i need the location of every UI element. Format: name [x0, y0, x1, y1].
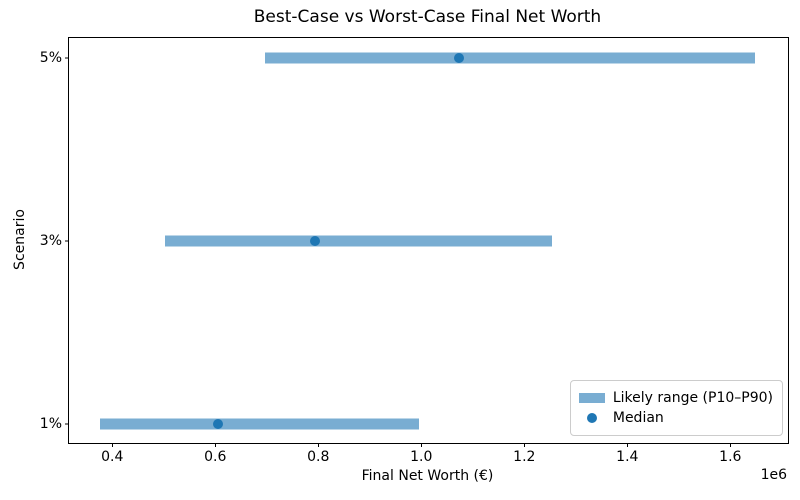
y-tick-mark — [65, 57, 69, 59]
legend-median-handle — [579, 413, 605, 423]
x-tick-label: 1.2 — [513, 449, 536, 465]
plot-area: Likely range (P10–P90) Median 0.4 0.6 0.8 1… — [40, 37, 789, 465]
x-tick-label: 1.4 — [616, 449, 639, 465]
chart-title: Best-Case vs Worst-Case Final Net Worth — [253, 7, 602, 27]
legend-item-range: Likely range (P10–P90) — [578, 388, 773, 408]
x-tick-mark — [524, 443, 526, 447]
range-bar — [265, 52, 755, 64]
y-tick-label: 1% — [39, 416, 62, 433]
x-tick-mark — [627, 443, 629, 447]
legend-median-label: Median — [612, 410, 664, 426]
legend-item-median: Median — [579, 408, 773, 428]
median-marker — [212, 419, 223, 430]
x-tick-label: 1.6 — [719, 449, 742, 465]
median-marker — [309, 236, 320, 247]
y-axis-label: Scenario — [12, 209, 28, 270]
legend-range-label: Likely range (P10–P90) — [612, 390, 773, 406]
x-tick-mark — [112, 443, 114, 447]
range-bar — [99, 418, 420, 430]
x-axis-offset-label: 1e6 — [760, 467, 787, 483]
range-swatch-icon — [578, 393, 605, 403]
x-tick-mark — [730, 443, 732, 447]
x-tick-label: 1.0 — [410, 449, 433, 465]
x-axis-label: Final Net Worth (€) — [361, 468, 494, 484]
y-tick-label: 5% — [39, 49, 62, 66]
x-tick-mark — [421, 443, 423, 447]
y-tick-mark — [65, 240, 69, 242]
median-dot-icon — [586, 413, 597, 423]
y-tick-label: 3% — [39, 233, 62, 250]
x-tick-mark — [215, 443, 217, 447]
x-tick-label: 0.4 — [101, 449, 124, 465]
y-tick-mark — [65, 423, 69, 425]
legend-range-handle — [578, 393, 605, 403]
x-tick-mark — [318, 443, 320, 447]
x-tick-label: 0.6 — [204, 449, 227, 465]
legend: Likely range (P10–P90) Median — [569, 380, 783, 436]
range-bar — [165, 235, 553, 247]
x-tick-label: 0.8 — [307, 449, 330, 465]
median-marker — [453, 52, 464, 63]
